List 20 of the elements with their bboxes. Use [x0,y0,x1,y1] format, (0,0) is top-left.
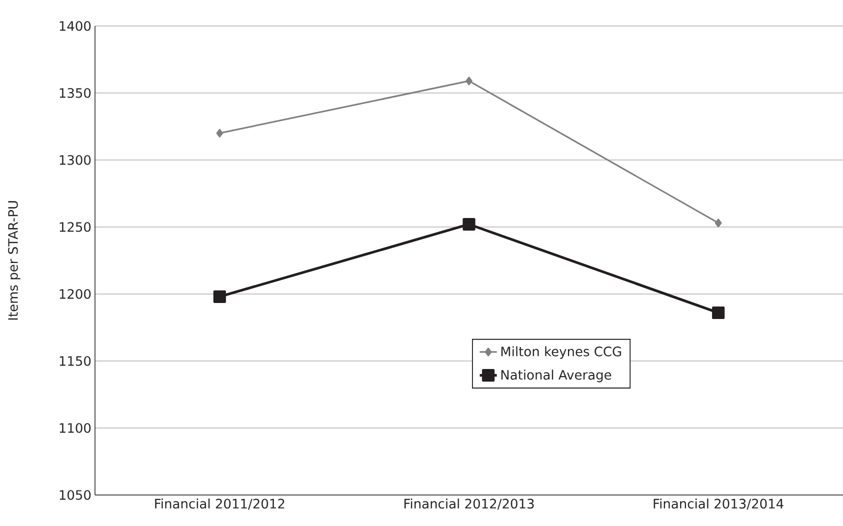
x-tick-label: Financial 2011/2012 [155,498,284,510]
y-tick-label: 1400 [60,21,91,31]
point [216,128,224,138]
y-tick-label: 1150 [60,356,91,366]
legend-label: National Average [501,370,612,382]
y-tick-label: 1050 [60,490,91,500]
point [466,76,472,86]
y-tick-label: 1350 [60,88,91,98]
y-tick-label: 1200 [60,289,91,299]
point [712,306,725,320]
y-tick-label: 1100 [60,423,91,433]
point [714,218,722,228]
x-tick-label: Financial 2012/2013 [404,498,534,510]
point [462,218,476,231]
x-tick-label: Financial 2013/2014 [654,498,784,510]
y-axis-title: Items per STAR-PU [8,201,20,320]
y-tick-label: 1250 [60,222,91,232]
legend-label: Milton keynes CCG [501,346,622,359]
point [213,290,226,303]
y-tick-label: 1300 [60,155,91,165]
